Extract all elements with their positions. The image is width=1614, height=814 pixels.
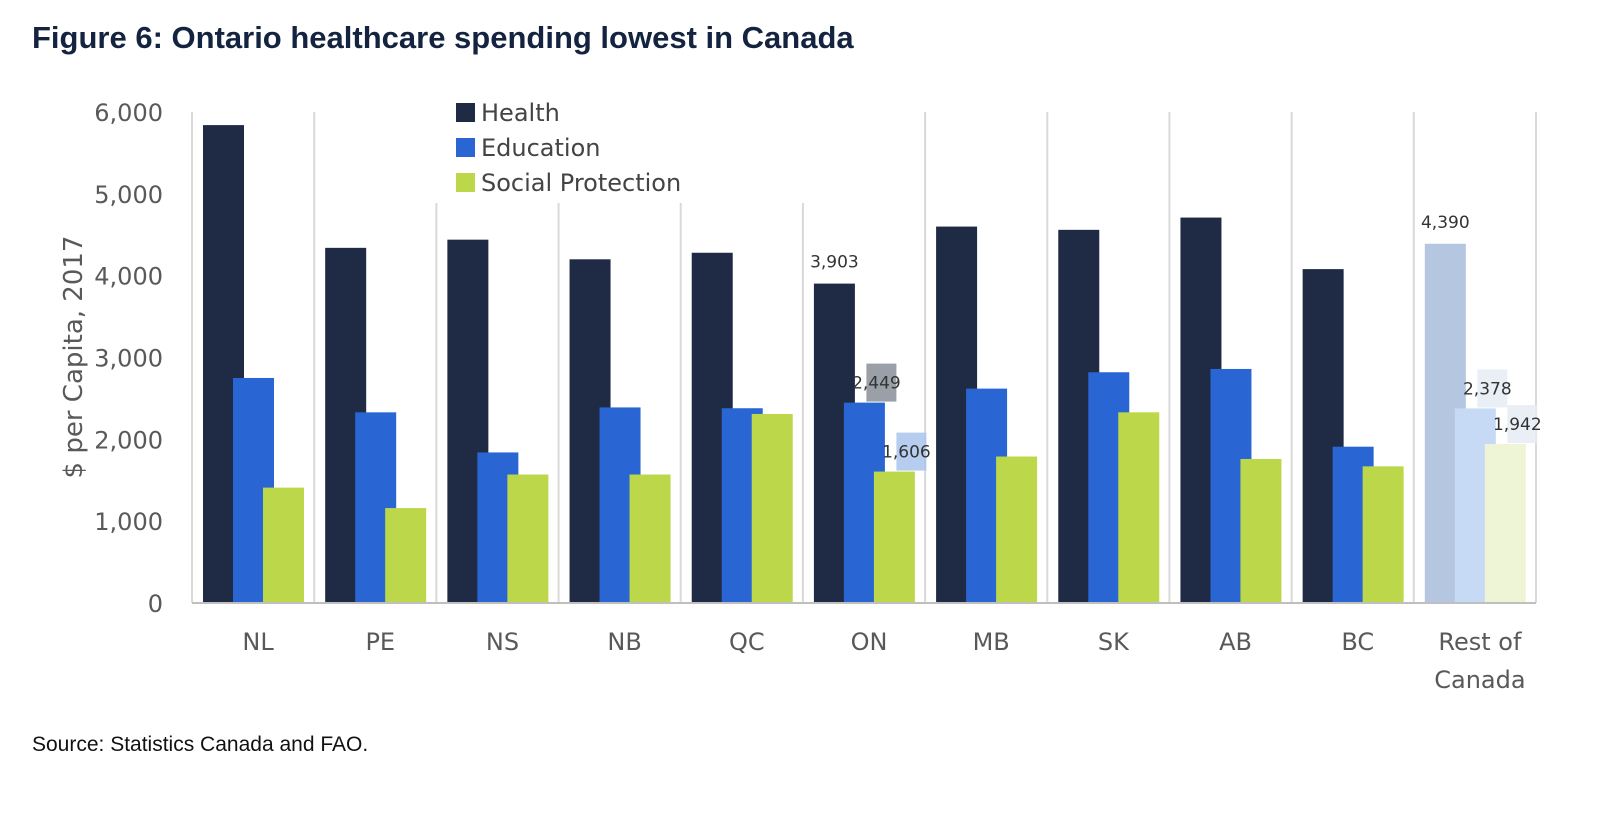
x-tick-label: Rest of bbox=[1438, 628, 1522, 656]
data-label: 1,606 bbox=[882, 443, 931, 463]
x-tick-label: NS bbox=[486, 628, 519, 656]
bar-social-protection-pe bbox=[385, 508, 427, 603]
bar-chart: 0 1,000 2,000 3,000 4,000 5,000 6,000 $ per Cap… bbox=[59, 99, 1542, 694]
bar-social-protection-qc bbox=[751, 413, 793, 603]
y-tick-label: 1,000 bbox=[94, 508, 163, 536]
data-label: 2,378 bbox=[1463, 379, 1512, 399]
y-tick-label: 5,000 bbox=[94, 181, 163, 209]
data-label: 2,449 bbox=[852, 374, 901, 394]
bar-social-protection-ab bbox=[1240, 458, 1282, 603]
x-tick-label: BC bbox=[1341, 628, 1374, 656]
legend-label: Social Protection bbox=[481, 169, 681, 197]
y-tick-label: 2,000 bbox=[94, 426, 163, 454]
data-label-box bbox=[1477, 369, 1508, 408]
x-tick-label: MB bbox=[973, 628, 1010, 656]
bar-social-protection-nl bbox=[263, 487, 304, 603]
bar-social-protection-rest-of-canada bbox=[1484, 444, 1526, 603]
x-tick-label: Canada bbox=[1434, 666, 1525, 694]
x-tick-label: NL bbox=[242, 628, 274, 656]
bar-social-protection-mb bbox=[996, 456, 1038, 603]
data-label: 4,390 bbox=[1421, 213, 1470, 233]
legend-label: Education bbox=[481, 134, 600, 162]
x-tick-label: SK bbox=[1098, 628, 1130, 656]
x-tick-label: PE bbox=[365, 628, 395, 656]
legend-swatch-social-protection bbox=[456, 173, 475, 192]
data-label: 1,942 bbox=[1493, 415, 1542, 435]
data-label: 3,903 bbox=[810, 253, 859, 273]
bar-social-protection-bc bbox=[1362, 466, 1404, 603]
bar-social-protection-ns bbox=[507, 474, 549, 603]
y-tick-label: 0 bbox=[148, 590, 163, 618]
y-axis-label: $ per Capita, 2017 bbox=[59, 236, 89, 479]
legend-label: Health bbox=[481, 99, 560, 127]
y-tick-label: 3,000 bbox=[94, 345, 163, 373]
data-label-box bbox=[1507, 405, 1538, 444]
x-tick-label: QC bbox=[729, 628, 765, 656]
bar-social-protection-on bbox=[873, 471, 915, 603]
figure-title: Figure 6: Ontario healthcare spending lo… bbox=[32, 20, 854, 55]
data-label-box bbox=[896, 432, 927, 471]
source-note: Source: Statistics Canada and FAO. bbox=[32, 733, 369, 756]
bar-social-protection-sk bbox=[1118, 412, 1160, 603]
y-tick-label: 6,000 bbox=[94, 99, 163, 127]
legend-swatch-health bbox=[456, 103, 475, 122]
x-tick-label: AB bbox=[1219, 628, 1252, 656]
bar-social-protection-nb bbox=[629, 474, 671, 603]
y-tick-label: 4,000 bbox=[94, 263, 163, 291]
x-tick-label: NB bbox=[607, 628, 641, 656]
x-tick-label: ON bbox=[851, 628, 888, 656]
data-label-box bbox=[866, 363, 897, 402]
legend-swatch-education bbox=[456, 138, 475, 157]
